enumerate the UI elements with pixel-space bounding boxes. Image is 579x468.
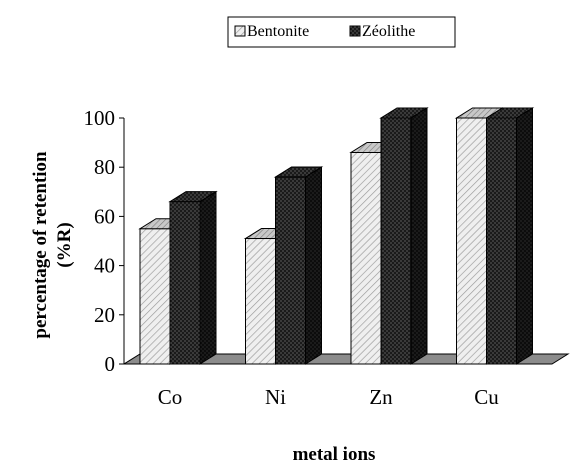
bars (138, 107, 535, 365)
y-tick-label: 20 (94, 303, 115, 327)
bar-zeolithe-zn (379, 107, 429, 365)
y-tick-label: 80 (94, 155, 115, 179)
legend-frame (227, 16, 456, 48)
y-tick-label: 40 (94, 254, 115, 278)
x-tick-label: Co (158, 385, 183, 409)
y-tick-label: 100 (84, 106, 116, 130)
legend-label-zeolithe: Zéolithe (362, 23, 415, 40)
y-axis-label-line2: (%R) (54, 222, 75, 267)
legend-swatch-zeolithe (349, 25, 361, 37)
legend-item-bentonite: Bentonite (234, 23, 309, 40)
x-tick-label: Ni (265, 385, 286, 409)
legend-item-zeolithe: Zéolithe (349, 23, 415, 40)
legend: Bentonite Zéolithe (227, 16, 456, 48)
legend-label-bentonite: Bentonite (247, 23, 309, 40)
legend-swatch-bentonite (234, 25, 246, 37)
y-tick-label: 60 (94, 204, 115, 228)
bar-zeolithe-ni (273, 166, 324, 365)
x-tick-labels: Co Ni Zn Cu (158, 385, 500, 409)
bar-zeolithe-cu (484, 107, 535, 365)
bar-zeolithe-co (168, 190, 218, 365)
y-axis: 0 20 40 60 80 100 (84, 106, 125, 376)
x-tick-label: Zn (369, 385, 393, 409)
y-axis-label: percentage of retention (%R) (30, 151, 75, 339)
x-axis-label: metal ions (293, 444, 376, 465)
y-axis-label-line1: percentage of retention (30, 151, 51, 339)
x-tick-label: Cu (474, 385, 499, 409)
y-tick-label: 0 (105, 352, 116, 376)
